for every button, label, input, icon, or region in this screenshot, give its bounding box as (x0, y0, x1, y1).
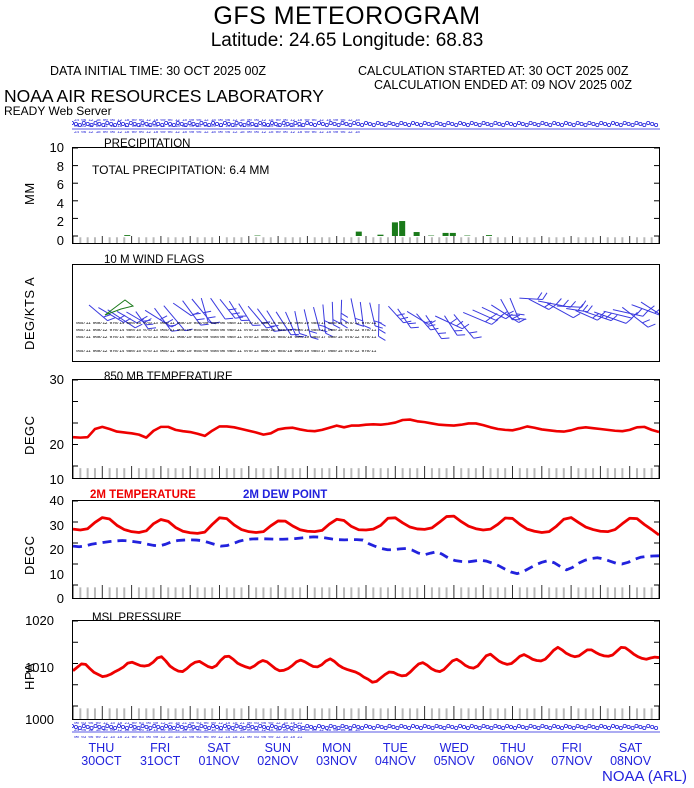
date-label-dow: SAT (207, 741, 231, 755)
wind-barbs-chart (88, 292, 659, 341)
wind-flags-panel (72, 264, 660, 362)
date-label-date: 30OCT (81, 754, 122, 768)
precip-ytick-8: 8 (56, 158, 64, 174)
calculation-started: CALCULATION STARTED AT: 30 OCT 2025 00Z (358, 64, 629, 78)
temp2m-ytick-10: 10 (49, 566, 64, 582)
top-hour-row-2: 00 03 06 09 12 15 18 21 00 03 06 09 12 1… (74, 125, 303, 129)
temp850-ytick-30: 30 (49, 372, 64, 387)
date-label-02nov: SUN 02NOV (243, 742, 313, 768)
date-label-03nov: MON 03NOV (302, 742, 372, 768)
temp2m-ytick-40: 40 (49, 493, 64, 508)
page-title: GFS METEOROGRAM (213, 2, 481, 30)
temp850-ytick-10: 10 (49, 472, 64, 487)
wind-numeric-row-2: 055/11 060/12 070/14 080/15 075/13 065/1… (76, 329, 377, 333)
bottom-hour-row-1: 00 03 06 09 12 15 18 21 00 03 06 09 12 1… (74, 722, 303, 726)
precip-ytick-6: 6 (56, 177, 64, 193)
precip-ytick-10: 10 (49, 140, 64, 155)
date-label-dow: SUN (264, 741, 291, 755)
data-initial-time: DATA INITIAL TIME: 30 OCT 2025 00Z (50, 64, 267, 78)
bottom-hour-trace (72, 724, 660, 733)
bottom-hour-row-3: 00 03 06 09 12 15 18 21 00 03 06 09 12 1… (74, 736, 303, 740)
precipitation-total: TOTAL PRECIPITATION: 6.4 MM (92, 163, 270, 177)
date-label-dow: FRI (150, 741, 171, 755)
temp2m-ytick-0: 0 (56, 591, 64, 606)
dewpoint-2m-legend: 2M DEW POINT (243, 489, 328, 501)
wind-numeric-row-3: 055/11 060/12 070/14 080/15 075/13 065/1… (76, 336, 377, 340)
date-label-dow: WED (439, 741, 469, 755)
date-label-05nov: WED 05NOV (419, 742, 489, 768)
wind-numeric-row-1: 055/11 060/12 070/14 080/15 075/13 065/1… (76, 322, 377, 326)
date-label-31oct: FRI 31OCT (125, 742, 195, 768)
precipitation-chart (73, 148, 659, 243)
date-label-date: 07NOV (551, 754, 593, 768)
precipitation-label: PRECIPITATION (104, 138, 191, 150)
temperature-850mb-panel (72, 379, 660, 479)
coordinates-subtitle: Latitude: 24.65 Longitude: 68.83 (210, 30, 484, 51)
wind-ylabel: DEG/KTS A (22, 276, 37, 350)
date-label-date: 03NOV (316, 754, 358, 768)
date-label-06nov: THU 06NOV (478, 742, 548, 768)
pressure-ytick-1000: 1000 (25, 712, 54, 727)
date-label-dow: SAT (618, 741, 643, 755)
msl-pressure-label: MSL PRESSURE (92, 612, 182, 624)
date-label-date: 05NOV (433, 754, 475, 768)
precip-ytick-2: 2 (56, 214, 64, 230)
server-name: READY Web Server (4, 104, 112, 118)
temperature-850mb-label: 850 MB TEMPERATURE (104, 371, 233, 383)
date-axis: THU 30OCT FRI 31OCT SAT 01NOV SUN 02NOV MON 03NOV… (72, 742, 660, 776)
top-wind-trace (72, 121, 660, 130)
precip-ytick-0: 0 (56, 233, 64, 248)
date-label-dow: THU (500, 741, 526, 755)
temperature-2m-legend: 2M TEMPERATURE (90, 489, 196, 501)
top-hour-row-1: 24 06 12 18 00 06 12 18 00 06 12 18 00 0… (74, 119, 360, 123)
wind-numeric-row-4: 055/11 060/12 070/14 080/15 075/13 065/1… (76, 350, 377, 354)
date-label-date: 08NOV (610, 754, 652, 768)
precip-ytick-4: 4 (56, 195, 64, 211)
date-label-date: 06NOV (492, 754, 534, 768)
top-hour-row-3: 24 06 12 18 00 06 12 18 00 06 12 18 00 0… (74, 131, 360, 135)
date-label-dow: TUE (382, 741, 408, 755)
pressure-ytick-1020: 1020 (25, 613, 54, 628)
date-label-date: 04NOV (374, 754, 416, 768)
pressure-ytick-1010: 1010 (25, 660, 54, 675)
date-label-dow: FRI (561, 741, 582, 755)
date-label-07nov: FRI 07NOV (537, 742, 607, 768)
date-label-01nov: SAT 01NOV (184, 742, 254, 768)
precipitation-panel (72, 147, 660, 244)
date-label-dow: MON (322, 741, 352, 755)
msl-pressure-panel (72, 620, 660, 720)
date-label-date: 02NOV (257, 754, 299, 768)
bottom-hour-row-2: 24 06 12 18 00 06 12 18 00 06 12 18 00 0… (74, 729, 360, 733)
temp850-ytick-20: 20 (49, 437, 64, 452)
date-label-dow: THU (88, 741, 115, 755)
date-label-04nov: TUE 04NOV (360, 742, 430, 768)
temp2m-ytick-30: 30 (49, 517, 64, 533)
date-label-date: 01NOV (198, 754, 240, 768)
date-label-30oct: THU 30OCT (66, 742, 136, 768)
temperature-850mb-chart (73, 380, 659, 478)
temp2m-ytick-20: 20 (49, 542, 64, 557)
temperature-2m-panel (72, 500, 660, 599)
laboratory-name: NOAA AIR RESOURCES LABORATORY (4, 86, 324, 106)
temperature-2m-chart (73, 501, 659, 598)
date-label-date: 31OCT (140, 754, 181, 768)
wind-flags-label: 10 M WIND FLAGS (104, 254, 205, 266)
calculation-ended: CALCULATION ENDED AT: 09 NOV 2025 00Z (374, 78, 632, 92)
msl-pressure-chart (73, 621, 659, 719)
noaa-arl-credit: NOAA (ARL) (602, 768, 688, 785)
date-label-08nov: SAT 08NOV (596, 742, 666, 768)
